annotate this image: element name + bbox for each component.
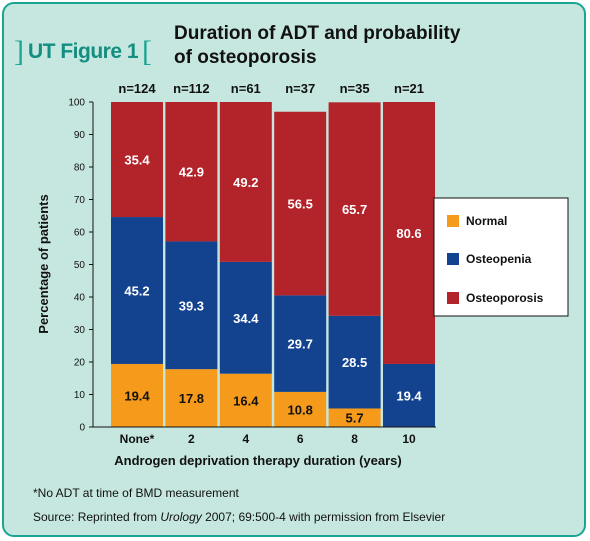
n-label-2: n=61 <box>231 81 261 96</box>
data-label-normal-0: 19.4 <box>124 388 150 403</box>
y-tick-label-8: 80 <box>74 163 86 174</box>
footnote: *No ADT at time of BMD measurement <box>33 486 239 500</box>
y-tick-label-7: 70 <box>74 195 86 206</box>
bar-normal-2 <box>219 373 272 427</box>
x-tick-label-1: 2 <box>188 432 195 446</box>
data-label-osteopenia-4: 28.5 <box>342 355 367 370</box>
n-label-4: n=35 <box>340 81 370 96</box>
source-prefix: Source: Reprinted from <box>33 510 161 524</box>
y-tick-label-9: 90 <box>74 130 86 141</box>
x-tick-label-3: 6 <box>297 432 304 446</box>
y-tick-label-5: 50 <box>74 260 86 271</box>
figure-badge-label: UT Figure 1 <box>28 40 139 63</box>
data-label-osteoporosis-0: 35.4 <box>124 153 150 168</box>
y-tick-label-2: 20 <box>74 358 86 369</box>
bar-osteopenia-1 <box>165 241 218 370</box>
bar-osteoporosis-4 <box>328 102 381 316</box>
x-tick-label-2: 4 <box>242 432 249 446</box>
bar-osteoporosis-3 <box>274 111 327 296</box>
data-label-osteopenia-0: 45.2 <box>124 284 149 299</box>
bar-osteopenia-0 <box>111 217 163 364</box>
y-tick-label-1: 10 <box>74 390 86 401</box>
legend-label-osteopenia: Osteopenia <box>466 252 532 266</box>
bar-osteoporosis-5 <box>383 102 435 364</box>
legend-swatch-osteopenia <box>447 253 459 265</box>
bar-osteoporosis-1 <box>165 102 218 242</box>
left-bracket-icon: ] <box>14 35 24 68</box>
data-label-osteopenia-5: 19.4 <box>396 388 422 403</box>
data-label-osteopenia-2: 34.4 <box>233 311 259 326</box>
n-label-0: n=124 <box>118 81 156 96</box>
legend-swatch-osteoporosis <box>447 292 459 304</box>
data-label-normal-2: 16.4 <box>233 393 259 408</box>
figure-badge: ] UT Figure 1[ <box>14 32 153 68</box>
bar-osteopenia-2 <box>219 261 272 374</box>
n-label-5: n=21 <box>394 81 424 96</box>
figure-title-line-1: Duration of ADT and probability <box>174 23 461 44</box>
data-label-osteopenia-1: 39.3 <box>179 298 204 313</box>
bar-osteopenia-4 <box>328 315 381 409</box>
data-label-osteoporosis-2: 49.2 <box>233 175 258 190</box>
bar-osteoporosis-0 <box>111 102 163 218</box>
data-label-osteoporosis-4: 65.7 <box>342 202 367 217</box>
bar-osteoporosis-2 <box>219 102 272 262</box>
figure-title: Duration of ADT and probability of osteo… <box>174 22 574 70</box>
legend-label-normal: Normal <box>466 214 507 228</box>
y-tick-label-10: 100 <box>68 98 85 109</box>
legend-label-osteoporosis: Osteoporosis <box>466 291 544 305</box>
y-tick-label-4: 40 <box>74 293 86 304</box>
data-label-normal-4: 5.7 <box>346 411 364 426</box>
right-bracket-icon: [ <box>142 35 153 68</box>
data-label-osteoporosis-3: 56.5 <box>288 197 313 212</box>
data-label-normal-3: 10.8 <box>288 402 313 417</box>
bar-normal-4 <box>328 408 381 427</box>
data-label-osteoporosis-1: 42.9 <box>179 165 204 180</box>
source-suffix: 2007; 69:500-4 with permission from Else… <box>201 510 446 524</box>
data-label-normal-1: 17.8 <box>179 391 204 406</box>
x-axis-title: Androgen deprivation therapy duration (y… <box>114 453 402 468</box>
source-line: Source: Reprinted from Urology 2007; 69:… <box>33 510 445 524</box>
y-tick-label-0: 0 <box>79 423 85 434</box>
source-journal: Urology <box>160 510 202 524</box>
n-label-1: n=112 <box>173 81 210 96</box>
bar-normal-1 <box>165 369 218 427</box>
bar-normal-0 <box>111 363 163 427</box>
n-label-3: n=37 <box>285 81 315 96</box>
x-tick-label-4: 8 <box>351 432 358 446</box>
bar-osteopenia-5 <box>383 363 435 427</box>
legend-swatch-normal <box>447 215 459 227</box>
data-label-osteopenia-3: 29.7 <box>288 337 313 352</box>
bar-osteopenia-3 <box>274 295 327 392</box>
x-tick-label-0: None* <box>120 432 155 446</box>
bar-normal-3 <box>274 391 327 427</box>
y-axis-title: Percentage of patients <box>36 194 51 333</box>
figure-title-line-2: of osteoporosis <box>174 47 317 68</box>
y-tick-label-6: 60 <box>74 228 86 239</box>
x-tick-label-5: 10 <box>402 432 416 446</box>
y-tick-label-3: 30 <box>74 325 86 336</box>
data-label-osteoporosis-5: 80.6 <box>396 226 421 241</box>
